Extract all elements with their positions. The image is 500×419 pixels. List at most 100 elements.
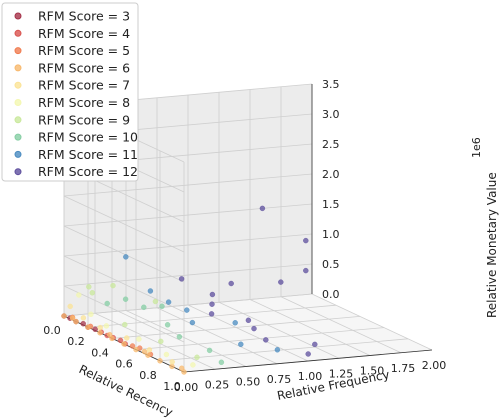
legend-label: RFM Score = 6 (38, 60, 130, 75)
data-point-series-9 (238, 341, 244, 347)
data-point-series-8 (218, 359, 225, 365)
data-point-series-7 (86, 284, 92, 290)
y-tick-label: 1.25 (329, 367, 354, 380)
legend-label: RFM Score = 12 (38, 164, 138, 179)
x-tick-label: 0.2 (67, 335, 85, 348)
data-point-series-5 (169, 359, 175, 365)
data-point-series-8 (122, 296, 129, 302)
data-point-series-8 (141, 304, 147, 310)
x-tick-label: 0.6 (115, 358, 133, 371)
data-point-series-4 (133, 346, 139, 353)
tick-labels: 0.00.20.40.60.81.00.00 0.25 0.50 0.75 1.00 1.… (43, 78, 446, 394)
z-tick-label: 3.5 (322, 78, 340, 91)
x-tick-label: 0.0 (43, 324, 61, 337)
data-points (61, 140, 318, 375)
data-point-series-10 (209, 301, 215, 307)
legend-label: RFM Score = 4 (38, 26, 130, 41)
x-axis-label: Relative Recency (77, 362, 175, 419)
data-point-series-7 (194, 354, 200, 360)
legend-label: RFM Score = 10 (38, 130, 138, 145)
legend-marker (14, 168, 22, 176)
z-axis-label: Relative Monetary Value (485, 172, 499, 318)
legend-marker (14, 99, 22, 106)
grid-line-y (187, 304, 309, 362)
data-point-series-7 (89, 290, 96, 296)
data-point-series-9 (184, 307, 190, 313)
grid-line-y (249, 299, 371, 356)
data-point-series-6 (88, 311, 94, 317)
data-point-series-9 (232, 320, 238, 326)
grid-line-z (63, 225, 185, 283)
grid-line-y (218, 301, 340, 359)
data-point-series-10 (263, 337, 269, 343)
data-point-series-5 (146, 347, 153, 353)
grid-line-z (63, 203, 313, 227)
data-point-series-6 (136, 336, 142, 342)
data-point-series-7 (122, 321, 128, 328)
data-point-series-4 (141, 348, 148, 355)
data-point-series-7 (110, 282, 116, 289)
data-point-series-4 (61, 313, 67, 319)
z-scale-label: 1e6 (470, 137, 483, 158)
z-tick-label: 2.0 (322, 168, 340, 181)
data-point-series-10 (208, 311, 215, 317)
z-tick-label: 1.0 (322, 228, 340, 241)
legend: RFM Score = 3 RFM Score = 4 RFM Score = 5 R… (1, 2, 139, 182)
z-tick-label: 2.5 (322, 138, 340, 151)
legend-label: RFM Score = 7 (38, 78, 130, 93)
data-point-series-6 (76, 292, 82, 298)
z-tick-label: 0.0 (322, 288, 340, 301)
data-point-series-10 (305, 351, 311, 357)
data-point-series-9 (147, 288, 154, 294)
grid-line-z (63, 195, 185, 253)
data-point-series-4 (106, 332, 113, 338)
data-point-series-2 (117, 337, 124, 344)
y-tick-label: 1.00 (298, 370, 323, 383)
data-point-series-6 (103, 323, 110, 329)
data-point-series-4 (178, 365, 185, 371)
y-tick-label: 1.50 (360, 365, 385, 378)
data-point-series-10 (278, 279, 284, 285)
z-tick-label: 3.0 (322, 108, 340, 121)
grid-line-z (63, 285, 185, 343)
legend-marker (14, 133, 22, 141)
y-axis-line (183, 349, 433, 373)
data-point-series-3 (129, 343, 136, 349)
data-point-series-6 (163, 351, 170, 358)
grid-line-z (63, 263, 313, 287)
y-tick-label: 2.00 (422, 359, 447, 372)
data-point-series-4 (85, 324, 91, 330)
data-point-series-9 (165, 299, 172, 305)
data-point-series-5 (97, 324, 103, 331)
grid-line-z (63, 293, 313, 317)
data-point-series-10 (251, 325, 257, 332)
z-tick-label: 0.5 (322, 258, 340, 271)
grid-line-z (63, 255, 185, 313)
data-point-series-8 (159, 303, 165, 309)
y-tick-label: 0.25 (205, 378, 230, 391)
data-point-series-10 (178, 276, 185, 282)
data-point-series-10 (312, 341, 318, 348)
data-point-series-9 (123, 254, 129, 260)
legend-marker (14, 29, 22, 37)
data-point-series-10 (245, 317, 252, 323)
legend-label: RFM Score = 8 (38, 95, 130, 110)
legend-marker (14, 116, 22, 124)
data-point-series-6 (190, 362, 196, 368)
data-point-series-4 (73, 318, 79, 325)
legend-marker (14, 12, 22, 20)
data-point-series-8 (104, 300, 110, 307)
legend-label: RFM Score = 5 (38, 43, 130, 58)
data-point-series-4 (157, 358, 163, 364)
y-tick-label: 0.50 (236, 376, 261, 389)
x-tick-label: 0.4 (91, 346, 109, 359)
legend-label: RFM Score = 3 (38, 9, 130, 24)
data-point-series-4 (97, 330, 103, 336)
legend-marker (14, 81, 22, 89)
data-point-series-8 (206, 347, 213, 354)
data-point-series-9 (189, 319, 196, 326)
x-tick-label: 0.8 (139, 369, 157, 382)
data-point-series-10 (303, 237, 309, 244)
data-point-series-7 (152, 298, 159, 305)
data-point-series-10 (228, 280, 234, 287)
